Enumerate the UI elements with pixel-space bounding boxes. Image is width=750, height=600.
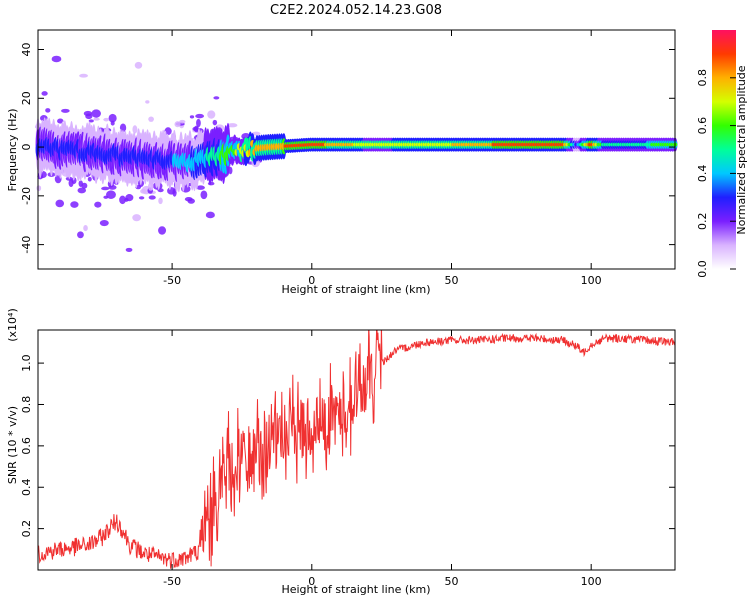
spectrogram-cell bbox=[205, 211, 215, 219]
spectrogram-cell bbox=[251, 131, 261, 136]
spectrogram-cell bbox=[39, 115, 48, 122]
spectrogram-cell bbox=[108, 113, 117, 123]
spectrogram-cell bbox=[106, 190, 116, 199]
spectrogram-y-tick-label: 20 bbox=[20, 91, 33, 105]
spectrogram-x-label: Height of straight line (km) bbox=[281, 283, 430, 296]
spectrogram-cell bbox=[200, 190, 208, 200]
spectrogram-x-tick-label: 50 bbox=[444, 274, 458, 287]
snr-y-tick-label: 0.8 bbox=[20, 396, 33, 414]
spectrogram-cell bbox=[158, 197, 163, 205]
colorbar-tick-label: 0.0 bbox=[696, 260, 709, 278]
spectrogram-cell bbox=[77, 231, 84, 239]
spectrogram-cell bbox=[179, 119, 186, 124]
snr-y-tick-label: 0.4 bbox=[20, 478, 33, 496]
spectrogram-cell bbox=[55, 199, 65, 208]
spectrogram-cell bbox=[36, 185, 42, 192]
spectrogram-cell bbox=[138, 196, 145, 200]
spectrogram-cell bbox=[184, 196, 193, 202]
spectrogram-cell bbox=[195, 113, 204, 119]
spectrogram-cell bbox=[57, 118, 64, 124]
spectrogram-cell bbox=[94, 201, 102, 208]
spectrogram-cell bbox=[83, 225, 88, 232]
snr-panel: -50 0 50 100 0.2 0.4 0.6 0.8 1.0 Height of strai… bbox=[6, 308, 676, 596]
figure-title: C2E2.2024.052.14.23.G08 bbox=[270, 3, 442, 18]
spectrogram-cell bbox=[110, 120, 115, 126]
spectrogram-cell bbox=[78, 180, 83, 187]
spectrogram-x-tick-label: 0 bbox=[308, 274, 315, 287]
spectrogram-cell bbox=[51, 55, 62, 63]
spectrogram-cell bbox=[119, 195, 126, 205]
spectrogram-cell bbox=[148, 195, 156, 200]
spectrogram-cell bbox=[68, 179, 74, 188]
spectrogram-cell bbox=[196, 185, 205, 190]
colorbar-label: Normalized spectral amplitude bbox=[735, 65, 748, 234]
colorbar-tick-label: 0.4 bbox=[696, 165, 709, 183]
spectrogram-y-tick-label: -40 bbox=[20, 236, 33, 254]
spectrogram-cell bbox=[207, 110, 216, 119]
colorbar-gradient bbox=[712, 30, 736, 269]
spectrogram-cell bbox=[158, 226, 167, 235]
spectrogram-cell bbox=[79, 73, 88, 78]
spectrogram-cell bbox=[132, 214, 141, 222]
spectrogram-y-tick-label: 40 bbox=[20, 43, 33, 57]
spectrogram-heatmap bbox=[35, 55, 678, 252]
spectrogram-y-label: Frequency (Hz) bbox=[6, 109, 19, 192]
spectrogram-cell bbox=[189, 115, 195, 119]
spectrogram-cell bbox=[91, 109, 101, 118]
spectrogram-cell bbox=[93, 117, 100, 121]
colorbar-tick-label: 0.2 bbox=[696, 212, 709, 230]
spectrogram-cell bbox=[213, 96, 220, 100]
snr-ticks: -50 0 50 100 0.2 0.4 0.6 0.8 1.0 bbox=[20, 330, 675, 588]
spectrogram-cell bbox=[99, 220, 109, 227]
snr-plot-area bbox=[38, 330, 675, 569]
spectrogram-panel: -50 0 50 100 -40 -20 0 20 40 Height of straight … bbox=[6, 29, 678, 296]
spectrogram-ticks: -50 0 50 100 -40 -20 0 20 40 bbox=[20, 30, 675, 287]
spectrogram-cell bbox=[70, 201, 79, 208]
spectrogram-y-tick-label: 0 bbox=[20, 144, 33, 151]
colorbar-tick-label: 0.8 bbox=[696, 69, 709, 87]
spectrogram-cell bbox=[41, 91, 48, 96]
spectrogram-cell bbox=[61, 108, 70, 113]
spectrogram-cell bbox=[132, 125, 138, 134]
colorbar-tick-label: 0.6 bbox=[696, 117, 709, 135]
snr-x-tick-label: 100 bbox=[581, 575, 602, 588]
spectrogram-cell bbox=[77, 187, 87, 194]
snr-x-label: Height of straight line (km) bbox=[281, 583, 430, 596]
spectrogram-cell bbox=[108, 185, 117, 190]
snr-y-label: SNR (10 * v/v) bbox=[6, 406, 19, 484]
spectrogram-cell bbox=[125, 247, 133, 252]
snr-scale-note: (x10⁴) bbox=[6, 308, 19, 342]
spectrogram-cell bbox=[212, 119, 218, 126]
spectrogram-frame bbox=[37, 29, 676, 270]
snr-series-line bbox=[38, 330, 675, 569]
spectrogram-cell bbox=[119, 123, 127, 133]
spectrogram-cell bbox=[103, 117, 110, 122]
snr-y-tick-label: 0.6 bbox=[20, 437, 33, 455]
spectrogram-cell bbox=[87, 176, 92, 182]
spectrogram-cell bbox=[227, 123, 238, 128]
spectrogram-cell bbox=[101, 186, 110, 191]
spectrogram-cell bbox=[145, 100, 150, 104]
spectrogram-cell bbox=[45, 108, 51, 113]
spectrogram-cell bbox=[174, 121, 181, 128]
snr-y-tick-label: 1.0 bbox=[20, 354, 33, 372]
snr-y-tick-label: 0.2 bbox=[20, 520, 33, 538]
snr-frame bbox=[37, 329, 676, 571]
spectrogram-y-tick-label: -20 bbox=[20, 187, 33, 205]
snr-x-tick-label: 50 bbox=[444, 575, 458, 588]
spectrogram-cell bbox=[85, 113, 93, 120]
snr-x-tick-label: -50 bbox=[163, 575, 181, 588]
spectrogram-x-tick-label: 100 bbox=[581, 274, 602, 287]
spectrogram-cell bbox=[148, 116, 154, 122]
spectrogram-cell bbox=[88, 119, 94, 123]
colorbar: 0.0 0.2 0.4 0.6 0.8 Normalized spectral ampl… bbox=[696, 30, 748, 278]
spectrogram-x-tick-label: -50 bbox=[163, 274, 181, 287]
spectrogram-cell bbox=[134, 61, 143, 69]
snr-x-tick-label: 0 bbox=[308, 575, 315, 588]
spectrogram-cell bbox=[172, 188, 177, 197]
colorbar-ticks: 0.0 0.2 0.4 0.6 0.8 bbox=[696, 69, 736, 278]
spectrogram-cell bbox=[196, 118, 201, 128]
